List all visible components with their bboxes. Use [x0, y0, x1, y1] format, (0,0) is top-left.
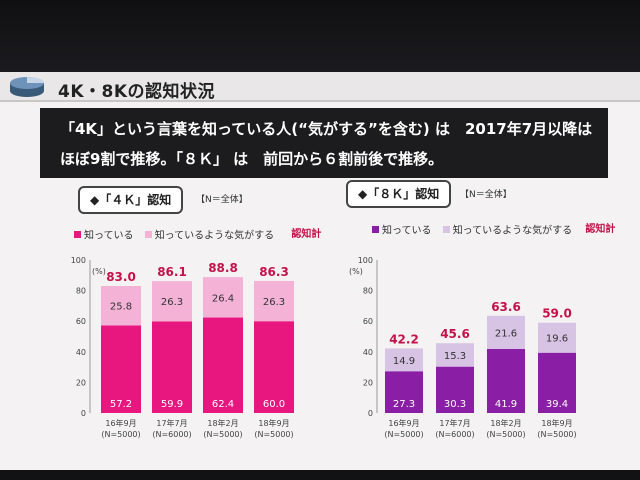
sample-size-label: (N=5000) [537, 430, 576, 439]
legend-feel-8k: 知っているような気がする [452, 225, 573, 237]
sample-size-label: (N=5000) [486, 430, 525, 439]
data-label-total: 88.8 [208, 261, 238, 275]
data-label-known: 62.4 [212, 399, 234, 410]
bar-known-2 [487, 348, 525, 413]
data-label-feel: 15.3 [444, 351, 466, 362]
legend-known-8k: 知っている [382, 225, 432, 237]
data-label-total: 59.0 [542, 307, 572, 321]
y-tick-label: 0 [368, 409, 373, 418]
x-tick-label: 16年9月 [105, 418, 136, 428]
bar-known-0 [101, 325, 141, 413]
projector-surround-top [0, 0, 640, 72]
cylinder-logo-icon [10, 77, 44, 97]
data-label-known: 27.3 [393, 399, 415, 410]
data-label-feel: 25.8 [110, 302, 132, 313]
y-tick-label: 40 [76, 348, 86, 357]
data-label-feel: 26.3 [161, 297, 183, 308]
y-tick-label: 80 [363, 287, 373, 296]
legend-swatch-known-8k [372, 225, 379, 233]
summary-line-1: 「4K」という言葉を知っている人(“気がする”を含む) は 2017年7月以降は [60, 120, 593, 138]
bar-known-3 [538, 352, 576, 413]
data-label-feel: 26.4 [212, 293, 234, 304]
x-tick-label: 16年9月 [388, 418, 419, 428]
data-label-total: 86.1 [157, 265, 187, 279]
sample-size-label: (N=5000) [101, 430, 140, 439]
slide-title-bar [0, 72, 640, 102]
data-label-total: 83.0 [106, 270, 136, 284]
bar-feel-1 [152, 281, 192, 322]
legend-feel-4k: 知っているような気がする [154, 230, 275, 242]
sample-size-label: (N=5000) [203, 430, 242, 439]
chart-8k-awareness: 0 20 40 60 80 100 (%) 27.3 14.9 42.2 16年9月 (N=5000)… [349, 256, 577, 439]
x-tick-label: 17年7月 [156, 418, 187, 428]
chart-tag-8k: ◆「８Ｋ」認知 [346, 180, 452, 208]
x-tick-label: 18年9月 [541, 418, 572, 428]
legend-4k: 知っている 知っているような気がする 認知計 [74, 225, 321, 242]
data-label-feel: 14.9 [393, 356, 415, 367]
y-tick-label: 0 [81, 409, 86, 418]
bar-feel-0 [101, 286, 141, 326]
scope-label-8k: 【N＝全体】 [460, 190, 512, 200]
y-tick-label: 20 [76, 378, 86, 387]
bar-feel-2 [487, 315, 525, 349]
bar-known-3 [254, 321, 294, 413]
bar-feel-1 [436, 343, 474, 367]
bar-known-1 [152, 321, 192, 413]
data-label-total: 45.6 [440, 327, 470, 341]
slide-title: 4K・8Kの認知状況 [58, 82, 216, 102]
data-label-total: 86.3 [259, 265, 289, 279]
bar-known-2 [203, 317, 243, 413]
legend-known-4k: 知っている [84, 230, 134, 242]
x-tick-label: 18年2月 [207, 418, 238, 428]
data-label-known: 39.4 [546, 399, 568, 410]
legend-swatch-known-4k [74, 230, 81, 238]
x-tick-label: 17年7月 [439, 418, 470, 428]
x-tick-label: 18年2月 [490, 418, 521, 428]
sample-size-label: (N=5000) [254, 430, 293, 439]
bar-known-1 [436, 366, 474, 413]
sample-size-label: (N=6000) [435, 430, 474, 439]
y-tick-label: 20 [363, 378, 373, 387]
bar-known-0 [385, 371, 423, 413]
data-label-known: 41.9 [495, 399, 517, 410]
y-tick-label: 60 [363, 317, 373, 326]
projector-surround-bottom [0, 470, 640, 480]
legend-total-8k: 認知計 [585, 224, 616, 235]
sample-size-label: (N=5000) [384, 430, 423, 439]
y-tick-label: 40 [363, 348, 373, 357]
legend-swatch-feel-4k [144, 230, 152, 238]
legend-swatch-feel-8k [442, 225, 450, 233]
y-tick-label: 60 [76, 317, 86, 326]
y-unit-label: (%) [349, 267, 363, 276]
chart-tag-4k: ◆「４Ｋ」認知 [78, 186, 184, 214]
data-label-feel: 26.3 [263, 297, 285, 308]
data-label-known: 60.0 [263, 399, 285, 410]
legend-8k: 知っている 知っているような気がする 認知計 [372, 220, 615, 237]
y-tick-label: 100 [358, 256, 373, 265]
legend-total-4k: 認知計 [291, 229, 322, 240]
sample-size-label: (N=6000) [152, 430, 191, 439]
data-label-known: 59.9 [161, 399, 183, 410]
summary-line-2: ほぼ9割で推移。「８Ｋ」 は 前回から６割前後で推移。 [60, 150, 444, 168]
data-label-total: 63.6 [491, 300, 521, 314]
data-label-total: 42.2 [389, 332, 419, 346]
scope-label-4k: 【N＝全体】 [196, 195, 248, 205]
summary-banner: 「4K」という言葉を知っている人(“気がする”を含む) は 2017年7月以降は… [40, 108, 608, 178]
chart-4k-awareness: 0 20 40 60 80 100 (%) 57.2 25.8 83.0 16年9月 (N=5000)… [71, 256, 294, 439]
bar-feel-2 [203, 277, 243, 318]
y-tick-label: 100 [71, 256, 86, 265]
data-label-known: 57.2 [110, 399, 132, 410]
bar-feel-0 [385, 348, 423, 372]
x-tick-label: 18年9月 [258, 418, 289, 428]
data-label-feel: 19.6 [546, 334, 568, 345]
data-label-known: 30.3 [444, 399, 466, 410]
bar-feel-3 [254, 280, 294, 322]
y-unit-label: (%) [92, 267, 106, 276]
bar-feel-3 [538, 322, 576, 353]
y-tick-label: 80 [76, 287, 86, 296]
data-label-feel: 21.6 [495, 328, 517, 339]
